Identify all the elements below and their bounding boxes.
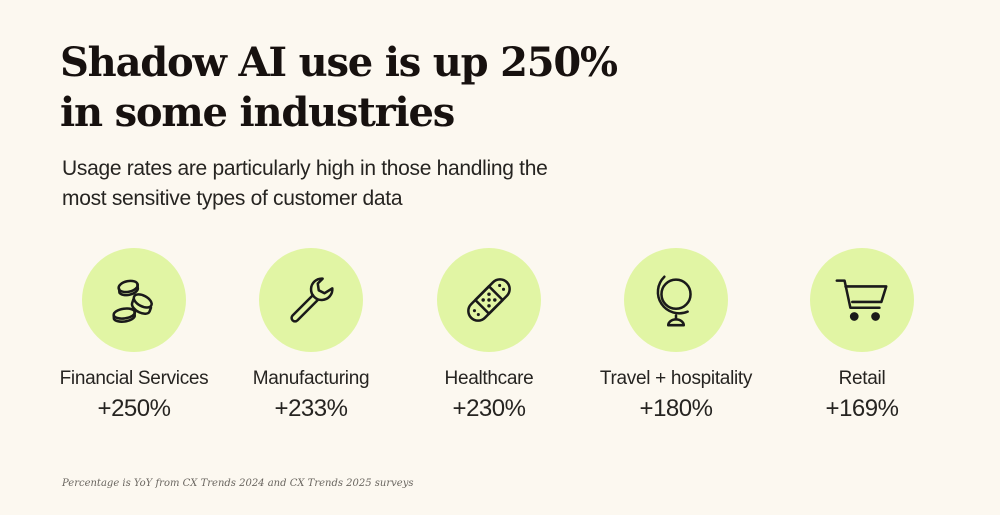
industry-label: Retail (838, 368, 886, 389)
industry-item-healthcare: Healthcare +230% (389, 248, 589, 424)
industry-label: Manufacturing (252, 368, 370, 389)
wrench-icon (290, 277, 334, 323)
industry-value: +169% (825, 395, 899, 422)
industry-item-retail: Retail +169% (762, 248, 962, 424)
globe-icon (656, 275, 692, 327)
industry-label: Healthcare (444, 368, 534, 389)
chart-title: Shadow AI use is up 250% in some industr… (60, 38, 680, 138)
industry-value: +180% (639, 395, 713, 422)
bandage-icon (467, 278, 511, 322)
subtitle-line-1: Usage rates are particularly high in tho… (62, 157, 548, 180)
industry-label: Financial Services (59, 368, 209, 389)
industry-label: Travel + hospitality (599, 368, 753, 389)
industry-value: +250% (97, 395, 171, 422)
chart-subtitle: Usage rates are particularly high in tho… (62, 154, 622, 214)
icon-circle (82, 248, 186, 352)
industry-item-travel-hospitality: Travel + hospitality +180% (576, 248, 776, 424)
footnote: Percentage is YoY from CX Trends 2024 an… (62, 478, 414, 489)
industry-item-manufacturing: Manufacturing +233% (211, 248, 411, 424)
industry-value: +230% (452, 395, 526, 422)
industry-item-financial-services: Financial Services +250% (34, 248, 234, 424)
title-line-2: in some industries (60, 89, 455, 136)
icon-circle (259, 248, 363, 352)
coins-icon (112, 279, 153, 323)
industry-value: +233% (274, 395, 348, 422)
subtitle-line-2: most sensitive types of customer data (62, 187, 403, 210)
cart-icon (835, 279, 888, 321)
title-line-1: Shadow AI use is up 250% (60, 39, 618, 86)
icon-circle (437, 248, 541, 352)
icon-circle (624, 248, 728, 352)
industry-stats: Financial Services +250% Manufacturing +… (0, 248, 1000, 438)
icon-circle (810, 248, 914, 352)
